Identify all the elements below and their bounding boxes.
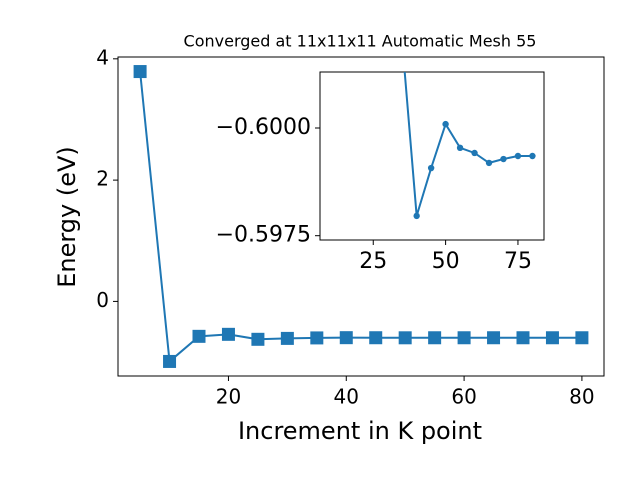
data-point (427, 164, 435, 172)
data-point (369, 331, 383, 345)
data-point (575, 331, 589, 345)
data-point (442, 120, 449, 128)
x-tick-label: 80 (569, 385, 594, 409)
data-point (514, 152, 522, 160)
data-point (487, 331, 501, 345)
plot-area (133, 65, 589, 368)
plot-frame (319, 71, 545, 241)
data-point (221, 327, 235, 341)
chart-title: Converged at 11x11x11 Automatic Mesh 55 (184, 32, 537, 51)
plot-frame (117, 56, 605, 377)
data-point (251, 332, 265, 346)
data-point (310, 331, 324, 345)
y-tick-label: −0.5975 (216, 223, 311, 248)
data-point (413, 212, 420, 220)
data-point (545, 331, 559, 345)
x-tick-label: 20 (216, 385, 241, 409)
y-axis-label: Energy (eV) (53, 146, 81, 288)
x-tick-label: 40 (334, 385, 359, 409)
y-tick-label: 4 (96, 45, 109, 69)
data-point (500, 155, 507, 163)
x-tick-label: 60 (451, 385, 476, 409)
data-point (192, 329, 206, 343)
x-tick-label: 25 (359, 249, 387, 274)
series-line (139, 71, 582, 364)
data-point (529, 152, 536, 160)
y-tick-label: −0.6000 (216, 115, 311, 140)
y-tick-label: 2 (96, 167, 109, 191)
data-point (163, 354, 177, 368)
data-point (398, 331, 412, 345)
data-point (516, 331, 530, 345)
data-point (471, 149, 478, 157)
data-point (485, 159, 493, 167)
series-line (403, 72, 533, 217)
x-tick-label: 50 (432, 249, 460, 274)
data-point (428, 331, 442, 345)
x-tick-label: 75 (504, 249, 532, 274)
plot-area (403, 72, 536, 220)
y-tick-label: 0 (96, 288, 109, 312)
data-point (280, 331, 294, 345)
data-point (133, 65, 147, 79)
data-point (339, 331, 353, 345)
x-axis-label: Increment in K point (238, 417, 482, 445)
data-point (457, 331, 471, 345)
data-point (456, 144, 464, 152)
